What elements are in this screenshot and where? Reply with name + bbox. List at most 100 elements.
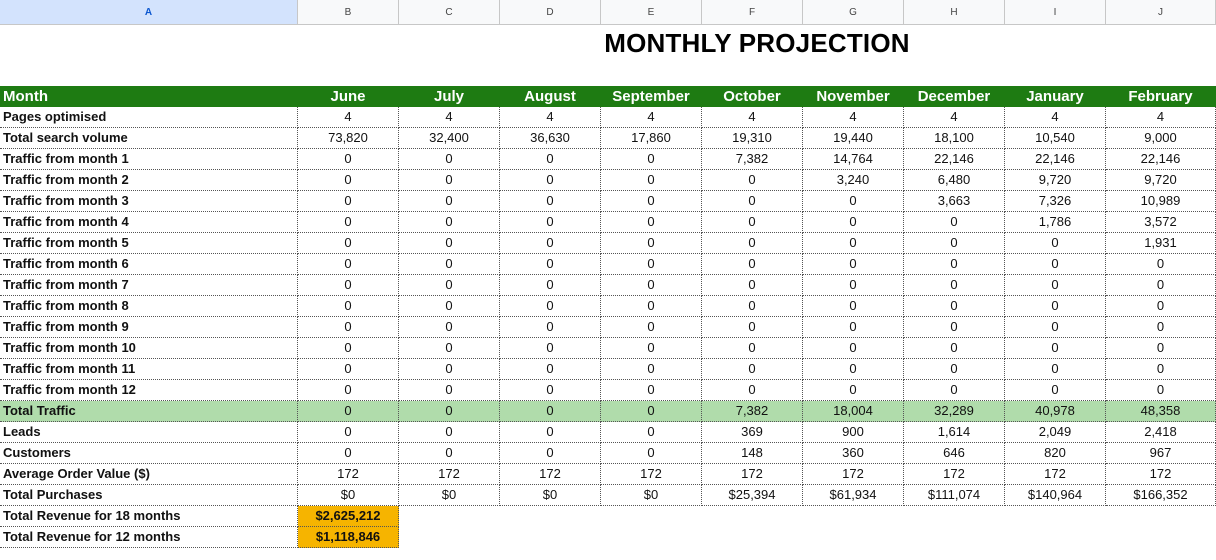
- month-header-cell[interactable]: February: [1106, 86, 1216, 107]
- data-cell[interactable]: 0: [399, 317, 500, 338]
- month-header-cell[interactable]: September: [601, 86, 702, 107]
- data-cell[interactable]: 646: [904, 443, 1005, 464]
- data-cell[interactable]: 967: [1106, 443, 1216, 464]
- data-cell[interactable]: 0: [1005, 233, 1106, 254]
- data-cell[interactable]: $0: [399, 485, 500, 506]
- data-cell[interactable]: $0: [500, 485, 601, 506]
- data-cell[interactable]: 9,720: [1106, 170, 1216, 191]
- data-cell[interactable]: 4: [500, 107, 601, 128]
- data-cell[interactable]: 900: [803, 422, 904, 443]
- data-cell[interactable]: $111,074: [904, 485, 1005, 506]
- data-cell[interactable]: 4: [1005, 107, 1106, 128]
- data-cell[interactable]: 10,540: [1005, 128, 1106, 149]
- month-header-cell[interactable]: November: [803, 86, 904, 107]
- data-cell[interactable]: 0: [1106, 275, 1216, 296]
- data-cell[interactable]: 73,820: [298, 128, 399, 149]
- data-cell[interactable]: 4: [1106, 107, 1216, 128]
- data-cell[interactable]: 172: [1106, 464, 1216, 485]
- data-cell[interactable]: 172: [399, 464, 500, 485]
- row-label[interactable]: Traffic from month 11: [0, 359, 298, 380]
- data-cell[interactable]: 0: [500, 233, 601, 254]
- data-cell[interactable]: 7,382: [702, 149, 803, 170]
- data-cell[interactable]: 0: [702, 233, 803, 254]
- data-cell[interactable]: 0: [399, 443, 500, 464]
- data-cell[interactable]: $166,352: [1106, 485, 1216, 506]
- data-cell[interactable]: 0: [1005, 296, 1106, 317]
- data-cell[interactable]: 17,860: [601, 128, 702, 149]
- data-cell[interactable]: 0: [702, 275, 803, 296]
- data-cell[interactable]: 0: [399, 422, 500, 443]
- data-cell[interactable]: 0: [702, 380, 803, 401]
- column-header-e[interactable]: E: [601, 0, 702, 24]
- data-cell[interactable]: 0: [904, 254, 1005, 275]
- row-label[interactable]: Total search volume: [0, 128, 298, 149]
- data-cell[interactable]: 0: [1005, 317, 1106, 338]
- data-cell[interactable]: 4: [298, 107, 399, 128]
- data-cell[interactable]: 0: [399, 359, 500, 380]
- data-cell[interactable]: 32,400: [399, 128, 500, 149]
- data-cell[interactable]: 0: [1005, 359, 1106, 380]
- data-cell[interactable]: 0: [601, 191, 702, 212]
- data-cell[interactable]: 3,572: [1106, 212, 1216, 233]
- data-cell[interactable]: 0: [500, 212, 601, 233]
- row-label[interactable]: Traffic from month 2: [0, 170, 298, 191]
- data-cell[interactable]: 4: [904, 107, 1005, 128]
- month-header-cell[interactable]: January: [1005, 86, 1106, 107]
- data-cell[interactable]: 14,764: [803, 149, 904, 170]
- data-cell[interactable]: 3,663: [904, 191, 1005, 212]
- data-cell[interactable]: $61,934: [803, 485, 904, 506]
- data-cell[interactable]: 0: [601, 443, 702, 464]
- row-label[interactable]: Traffic from month 6: [0, 254, 298, 275]
- data-cell[interactable]: 0: [601, 275, 702, 296]
- column-header-g[interactable]: G: [803, 0, 904, 24]
- data-cell[interactable]: 820: [1005, 443, 1106, 464]
- data-cell[interactable]: 0: [803, 254, 904, 275]
- data-cell[interactable]: 4: [399, 107, 500, 128]
- data-cell[interactable]: 36,630: [500, 128, 601, 149]
- data-cell[interactable]: 0: [500, 170, 601, 191]
- data-cell[interactable]: 0: [601, 296, 702, 317]
- revenue-label[interactable]: Total Revenue for 12 months: [0, 527, 298, 548]
- row-label[interactable]: Leads: [0, 422, 298, 443]
- data-cell[interactable]: $0: [298, 485, 399, 506]
- data-cell[interactable]: 0: [500, 149, 601, 170]
- data-cell[interactable]: 4: [702, 107, 803, 128]
- data-cell[interactable]: 0: [500, 422, 601, 443]
- data-cell[interactable]: 0: [298, 212, 399, 233]
- data-cell[interactable]: 4: [803, 107, 904, 128]
- data-cell[interactable]: 0: [500, 296, 601, 317]
- data-cell[interactable]: 0: [601, 149, 702, 170]
- data-cell[interactable]: 22,146: [1106, 149, 1216, 170]
- data-cell[interactable]: 0: [601, 212, 702, 233]
- row-label[interactable]: Traffic from month 12: [0, 380, 298, 401]
- data-cell[interactable]: 0: [601, 401, 702, 422]
- row-label[interactable]: Traffic from month 10: [0, 338, 298, 359]
- data-cell[interactable]: 0: [298, 254, 399, 275]
- data-cell[interactable]: 0: [803, 275, 904, 296]
- revenue-value[interactable]: $2,625,212: [298, 506, 399, 527]
- data-cell[interactable]: 1,931: [1106, 233, 1216, 254]
- data-cell[interactable]: 0: [298, 296, 399, 317]
- data-cell[interactable]: 0: [702, 212, 803, 233]
- data-cell[interactable]: 4: [601, 107, 702, 128]
- data-cell[interactable]: 0: [500, 443, 601, 464]
- data-cell[interactable]: 0: [399, 212, 500, 233]
- data-cell[interactable]: 0: [1106, 317, 1216, 338]
- month-header-cell[interactable]: June: [298, 86, 399, 107]
- row-label[interactable]: Traffic from month 1: [0, 149, 298, 170]
- data-cell[interactable]: 0: [1106, 254, 1216, 275]
- data-cell[interactable]: 0: [298, 170, 399, 191]
- data-cell[interactable]: $25,394: [702, 485, 803, 506]
- data-cell[interactable]: 0: [298, 275, 399, 296]
- data-cell[interactable]: 0: [702, 359, 803, 380]
- month-header-cell[interactable]: December: [904, 86, 1005, 107]
- data-cell[interactable]: 19,440: [803, 128, 904, 149]
- data-cell[interactable]: 0: [904, 275, 1005, 296]
- data-cell[interactable]: 0: [298, 380, 399, 401]
- data-cell[interactable]: 32,289: [904, 401, 1005, 422]
- data-cell[interactable]: 0: [803, 338, 904, 359]
- data-cell[interactable]: 22,146: [1005, 149, 1106, 170]
- column-header-i[interactable]: I: [1005, 0, 1106, 24]
- data-cell[interactable]: 0: [803, 233, 904, 254]
- data-cell[interactable]: 0: [298, 233, 399, 254]
